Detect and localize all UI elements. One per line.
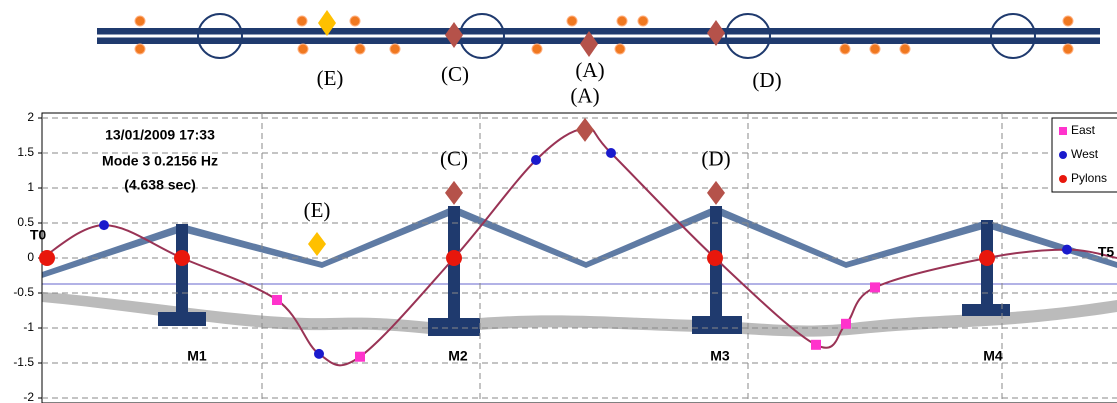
pylon [176,224,188,314]
point [707,250,723,266]
sensor [614,43,626,55]
annotation: M3 [710,348,730,364]
cable-fan [42,224,322,278]
pylon-icon [197,13,243,59]
sensor [869,43,881,55]
sensor [637,15,649,27]
annotation: T0 [30,227,47,243]
schematic-label: (E) [317,66,344,90]
y-tick-label: 0 [27,250,34,264]
point [446,250,462,266]
point [531,155,541,165]
highlight-label: (E) [304,198,331,222]
sensor [531,43,543,55]
y-tick-label: 0.5 [17,215,34,229]
schematic-label: (C) [441,62,469,86]
y-tick-label: -1 [23,320,34,334]
highlight-label: (D) [701,147,730,171]
annotation: M1 [187,348,207,364]
y-tick-label: 1 [27,180,34,194]
info-text: Mode 3 0.2156 Hz [102,153,218,169]
legend-label: Pylons [1071,171,1107,185]
pier [962,304,1010,316]
legend-marker [1059,175,1067,183]
highlight-marker [445,180,463,205]
pier [692,316,742,334]
sensor [134,43,146,55]
sensor [616,15,628,27]
legend-label: East [1071,123,1096,137]
y-tick-label: 2 [27,110,34,124]
point [39,250,55,266]
bridge-illustration [42,206,1117,337]
sensor [134,15,146,27]
sensor [1062,43,1074,55]
sensor [839,43,851,55]
pier [158,312,206,326]
marker-icon [707,20,725,46]
info-text: (4.638 sec) [124,177,196,193]
marker-icon [318,10,336,36]
point [1062,244,1072,255]
annotation: T5 [1098,244,1115,260]
sensor [297,43,309,55]
annotation: M4 [983,348,1003,364]
schematic-label: (D) [752,68,781,92]
pylon-icon [990,13,1036,59]
pylon-icon [725,13,771,59]
y-tick-label: -1.5 [13,355,34,369]
legend-label: West [1071,147,1099,161]
east-point [811,339,821,350]
sensor [296,15,308,27]
point [99,220,109,231]
sensor [566,15,578,27]
point [606,148,616,158]
highlight-marker [707,180,725,205]
east-point [272,295,282,305]
y-tick-label: 1.5 [17,145,34,159]
east-point [355,351,365,362]
sensor [1062,15,1074,27]
sensor [349,15,361,27]
east-point [870,282,880,293]
pier [428,318,480,336]
sensor [899,43,911,55]
highlight-marker [576,117,594,142]
highlight-label: (A) [570,84,599,108]
y-tick-label: -0.5 [13,285,34,299]
legend-marker [1059,127,1067,135]
y-tick-label: -2 [23,390,34,403]
point [174,250,190,266]
highlight-marker [308,232,326,256]
legend-marker [1059,151,1067,159]
point [314,348,324,359]
sensor [354,43,366,55]
bridge-schematic [97,10,1100,59]
point [979,250,995,266]
east-point [841,318,851,329]
marker-icon [580,31,598,57]
annotation: M2 [448,348,468,364]
sensor [389,43,401,55]
highlight-label: (C) [440,147,468,171]
info-text: 13/01/2009 17:33 [105,127,215,143]
schematic-label: (A) [575,58,604,82]
marker-icon [445,22,463,48]
